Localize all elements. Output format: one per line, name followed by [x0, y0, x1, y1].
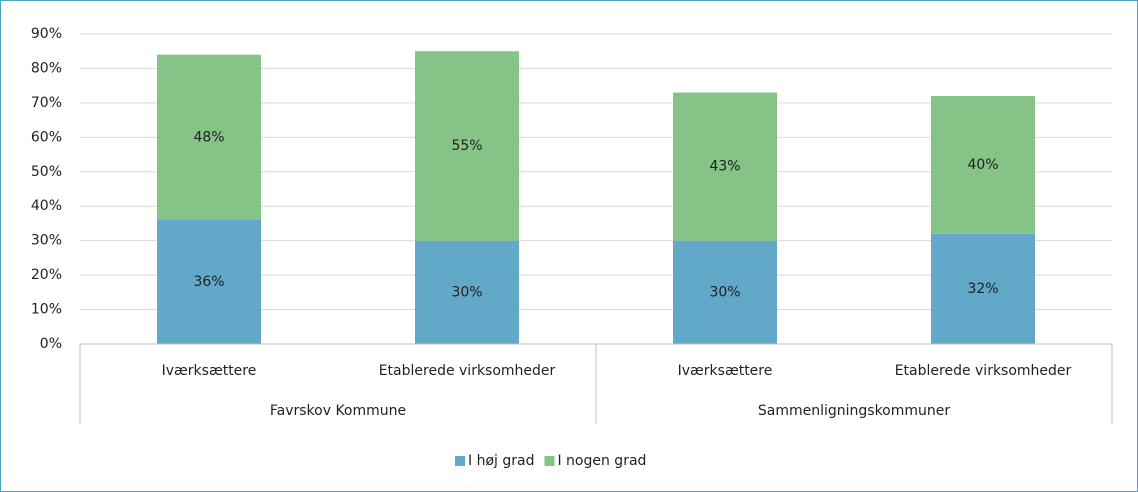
y-tick-label: 90%: [31, 26, 62, 42]
data-label: 48%: [193, 129, 224, 145]
y-tick-label: 20%: [31, 267, 62, 283]
bar-segment: [673, 240, 777, 344]
x-tick-label: Etablerede virksomheder: [379, 363, 556, 379]
bar-segment: [673, 92, 777, 241]
legend-swatch: [455, 456, 465, 466]
bar-segment: [157, 220, 261, 344]
data-label: 55%: [451, 138, 482, 154]
data-label: 36%: [193, 274, 224, 290]
x-tick-label: Iværksættere: [162, 363, 257, 379]
data-label: 43%: [709, 159, 740, 175]
y-tick-label: 30%: [31, 233, 62, 249]
data-label: 30%: [451, 284, 482, 300]
legend-swatch: [544, 456, 555, 466]
y-tick-label: 60%: [31, 129, 62, 145]
data-label: 30%: [709, 284, 740, 300]
legend-label: I høj grad: [468, 453, 534, 469]
data-label: 40%: [967, 157, 998, 173]
bar-segment: [931, 233, 1035, 344]
y-tick-label: 50%: [31, 164, 62, 180]
bar-segment: [157, 54, 261, 220]
legend-label: I nogen grad: [557, 453, 646, 469]
bar-segment: [415, 240, 519, 344]
x-tick-label: Etablerede virksomheder: [895, 363, 1072, 379]
y-tick-label: 70%: [31, 95, 62, 111]
group-label: Sammenligningskommuner: [758, 403, 951, 419]
data-label: 32%: [967, 281, 998, 297]
y-tick-label: 10%: [31, 302, 62, 318]
bar-segment: [931, 96, 1035, 234]
y-tick-label: 0%: [40, 336, 62, 352]
bar-segment: [415, 51, 519, 241]
x-tick-label: Iværksættere: [678, 363, 773, 379]
group-label: Favrskov Kommune: [270, 403, 406, 419]
y-tick-label: 80%: [31, 60, 62, 76]
y-tick-label: 40%: [31, 198, 62, 214]
